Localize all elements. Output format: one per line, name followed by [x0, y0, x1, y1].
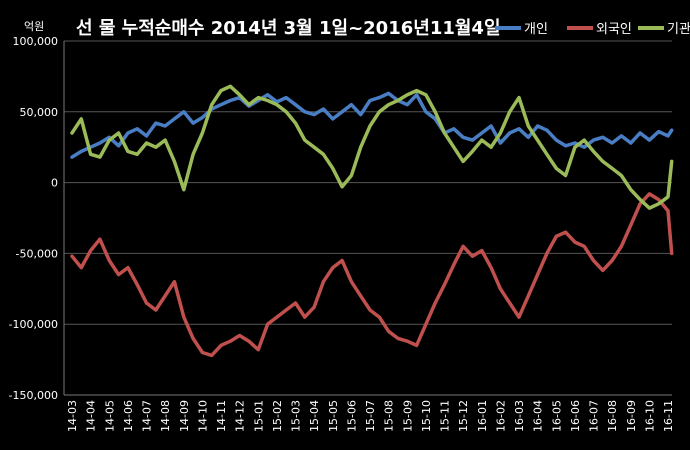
x-tick-label: 15-05: [327, 400, 340, 432]
x-tick-label: 15-06: [345, 400, 358, 432]
legend-label: 개인: [524, 22, 548, 37]
x-tick-label: 15-07: [364, 400, 377, 432]
grid-lines: [63, 40, 672, 396]
x-tick-label: 14-06: [122, 400, 135, 432]
x-tick-label: 16-02: [494, 400, 507, 432]
y-tick-label: 50,000: [20, 106, 59, 119]
y-tick-label: -100,000: [9, 318, 58, 331]
x-tick-label: 14-03: [66, 400, 79, 432]
series-line-개인: [70, 91, 674, 159]
x-axis: 14-03 14-04 14-05 14-06 14-07 14-08 14-09 14-10…: [66, 400, 675, 432]
x-tick-label: 14-05: [103, 400, 116, 432]
x-tick-label: 16-06: [569, 400, 582, 432]
x-tick-label: 16-07: [588, 400, 601, 432]
x-tick-label: 14-08: [159, 400, 172, 432]
x-tick-label: 14-11: [215, 400, 228, 432]
x-tick-label: 16-11: [662, 400, 675, 432]
x-tick-label: 15-09: [401, 400, 414, 432]
y-tick-label: 0: [51, 177, 58, 190]
y-tick-label: 100,000: [13, 35, 59, 48]
chart-title: 선 물 누적순매수 2014년 3월 1일~2016년11월4일: [76, 18, 501, 39]
x-tick-label: 16-01: [476, 400, 489, 432]
x-tick-label: 16-08: [606, 400, 619, 432]
y-tick-label: -150,000: [9, 389, 58, 402]
x-tick-label: 16-04: [532, 400, 545, 432]
x-tick-label: 14-10: [196, 400, 209, 432]
legend-label: 기관: [667, 22, 690, 37]
plot-area: [70, 84, 674, 358]
x-tick-label: 15-01: [252, 400, 265, 432]
x-tick-label: 14-07: [141, 400, 154, 432]
unit-label: 억원: [24, 20, 44, 33]
x-tick-label: 15-04: [308, 400, 321, 432]
x-tick-label: 16-05: [550, 400, 563, 432]
x-tick-label: 15-11: [439, 400, 452, 432]
x-tick-label: 14-12: [234, 400, 247, 432]
legend: 개인 외국인 기관: [495, 22, 690, 37]
x-tick-label: 14-09: [178, 400, 191, 432]
y-tick-label: -50,000: [16, 247, 58, 260]
x-tick-label: 15-12: [457, 400, 470, 432]
series-line-외국인: [70, 192, 674, 358]
x-tick-label: 16-03: [513, 400, 526, 432]
x-tick-label: 15-02: [271, 400, 284, 432]
x-tick-label: 15-10: [420, 400, 433, 432]
series-line-기관: [70, 84, 674, 210]
x-tick-label: 15-03: [290, 400, 303, 432]
x-tick-label: 15-08: [383, 400, 396, 432]
x-tick-label: 14-04: [85, 400, 98, 432]
legend-label: 외국인: [596, 22, 632, 37]
x-tick-label: 16-10: [643, 400, 656, 432]
x-tick-label: 16-09: [625, 400, 638, 432]
y-axis: 100,000 50,000 0 -50,000 -100,000 -150,000: [9, 35, 58, 402]
